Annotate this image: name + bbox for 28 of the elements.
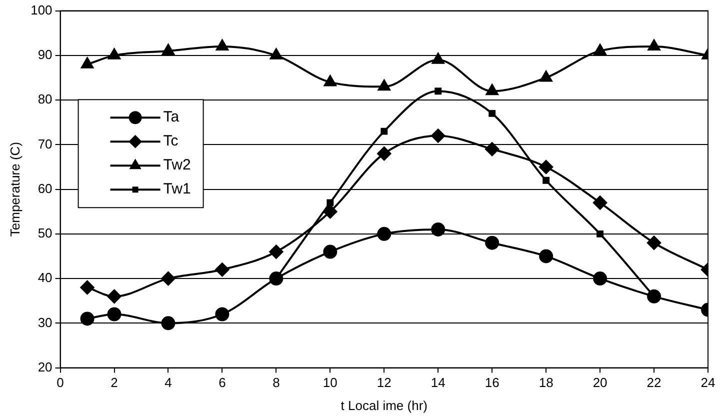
x-tick-label: 20	[592, 375, 608, 390]
y-tick-label: 70	[38, 136, 52, 152]
x-axis-title: t Local ime (hr)	[340, 398, 428, 413]
x-tick-label: 4	[164, 375, 172, 390]
y-tick-label: 50	[38, 226, 52, 241]
x-tick-label: 2	[110, 375, 118, 390]
x-tick-label: 10	[322, 375, 338, 390]
legend-label: Tw1	[163, 180, 191, 198]
y-tick-label: 40	[38, 270, 52, 286]
legend-label: Tc	[163, 132, 179, 150]
y-tick-label: 100	[30, 2, 52, 18]
x-tick-label: 22	[646, 375, 662, 390]
legend-label: Ta	[163, 108, 180, 126]
legend-label: Tw2	[163, 156, 191, 174]
x-tick-label: 14	[430, 375, 446, 390]
x-tick-label: 24	[700, 375, 716, 390]
y-axis-title: Temperature (C)	[7, 142, 22, 237]
x-tick-label: 12	[376, 375, 392, 390]
y-tick-label: 30	[38, 314, 52, 330]
x-tick-label: 8	[272, 375, 280, 390]
x-tick-label: 6	[218, 375, 226, 390]
x-tick-label: 18	[538, 375, 554, 390]
x-tick-label: 0	[56, 375, 64, 390]
y-tick-label: 60	[38, 180, 52, 196]
y-tick-label: 20	[38, 359, 52, 374]
x-tick-label: 16	[484, 375, 500, 390]
y-tick-label: 90	[38, 47, 52, 62]
y-tick-label: 80	[38, 92, 52, 107]
